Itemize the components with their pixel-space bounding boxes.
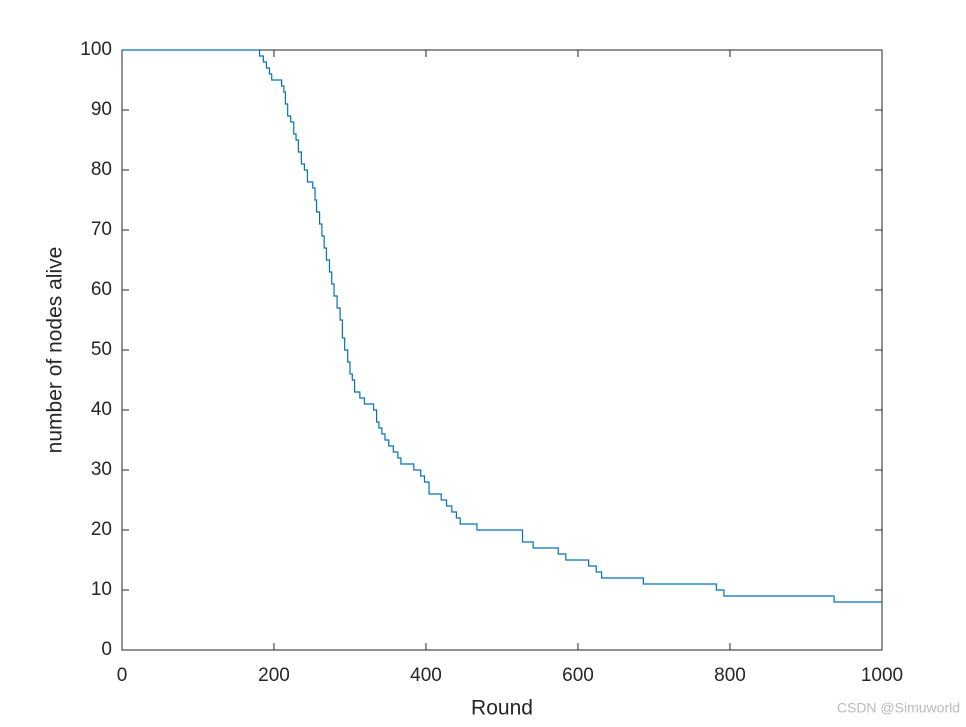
- y-tick-label: 100: [80, 39, 112, 60]
- x-tick-label: 800: [714, 665, 746, 686]
- x-tick-label: 200: [258, 665, 290, 686]
- x-tick-label: 400: [410, 665, 442, 686]
- y-axis-label: number of nodes alive: [44, 247, 67, 454]
- x-tick-label: 1000: [861, 665, 903, 686]
- y-tick-label: 70: [91, 219, 112, 240]
- x-tick-label: 0: [117, 665, 128, 686]
- y-tick-label: 0: [101, 639, 112, 660]
- y-tick-label: 80: [91, 159, 112, 180]
- x-axis-label: Round: [471, 697, 533, 720]
- y-tick-label: 50: [91, 339, 112, 360]
- y-tick-label: 40: [91, 399, 112, 420]
- y-tick-label: 20: [91, 519, 112, 540]
- y-tick-label: 30: [91, 459, 112, 480]
- data-line: [122, 49, 882, 603]
- axes-box: [121, 49, 883, 651]
- y-tick-label: 10: [91, 579, 112, 600]
- x-tick-label: 600: [562, 665, 594, 686]
- watermark: CSDN @Simuworld: [837, 700, 960, 716]
- y-tick-label: 90: [91, 99, 112, 120]
- y-tick-label: 60: [91, 279, 112, 300]
